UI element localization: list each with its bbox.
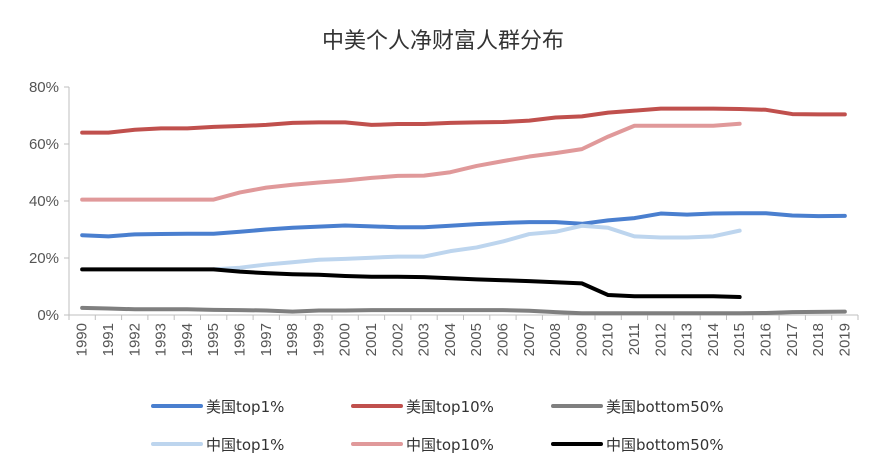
y-tick-label: 20%	[29, 250, 59, 267]
x-tick-label: 1999	[310, 323, 327, 356]
x-tick-label: 2012	[652, 323, 669, 356]
series-line-1	[80, 106, 847, 135]
y-tick-label: 60%	[29, 136, 59, 153]
x-tick-label: 2007	[521, 323, 538, 356]
x-tick-label: 1996	[231, 323, 248, 356]
x-tick-label: 2000	[337, 323, 354, 356]
series-line-2	[80, 305, 847, 316]
x-tick-label: 2011	[626, 323, 643, 355]
series-line-3	[211, 223, 742, 272]
x-tick-label: 2004	[442, 323, 459, 356]
x-tick-label: 2017	[784, 323, 801, 356]
x-tick-label: 1990	[74, 323, 91, 356]
series-lines	[80, 106, 847, 316]
legend-label: 美国top10%	[406, 398, 494, 416]
legend-item: 中国bottom50%	[551, 436, 724, 454]
chart-title: 中美个人净财富人群分布	[322, 29, 564, 54]
x-tick-label: 2015	[731, 323, 748, 356]
x-tick-label: 1994	[179, 323, 196, 356]
legend-item: 中国top1%	[151, 436, 284, 454]
x-tick-label: 1998	[284, 323, 301, 356]
x-tick-label: 2001	[363, 323, 380, 356]
x-tick-label: 2019	[836, 323, 853, 356]
x-tick-label: 1992	[126, 323, 143, 356]
x-tick-label: 1995	[205, 323, 222, 356]
legend-label: 美国bottom50%	[606, 398, 724, 416]
x-tick-label: 1993	[153, 323, 170, 356]
x-tick-label: 1997	[258, 323, 275, 356]
x-tick-label: 1991	[100, 323, 117, 356]
series-line-0	[80, 211, 847, 239]
legend-label: 中国top10%	[406, 436, 494, 454]
y-tick-label: 0%	[37, 307, 59, 324]
series-line-4	[80, 121, 742, 202]
x-tick-label: 2016	[757, 323, 774, 356]
legend: 美国top1% 美国top10% 美国bottom50% 中国top1% 中国top10…	[151, 398, 724, 454]
legend-label: 中国bottom50%	[606, 436, 724, 454]
series-line-5	[80, 267, 742, 300]
x-tick-label: 2010	[600, 323, 617, 356]
x-tick-label: 2008	[547, 323, 564, 356]
x-tick-label: 2013	[679, 323, 696, 356]
x-tick-label: 2003	[416, 323, 433, 356]
legend-label: 美国top1%	[206, 398, 284, 416]
legend-label: 中国top1%	[206, 436, 284, 454]
legend-item: 中国top10%	[351, 436, 494, 454]
x-tick-label: 2018	[810, 323, 827, 356]
x-tick-label: 2009	[573, 323, 590, 356]
x-tick-label: 2006	[494, 323, 511, 356]
x-tick-label: 2002	[389, 323, 406, 356]
x-tick-label: 2014	[705, 323, 722, 356]
y-tick-label: 40%	[29, 193, 59, 210]
x-tick-label: 2005	[468, 323, 485, 356]
legend-item: 美国bottom50%	[551, 398, 724, 416]
legend-item: 美国top10%	[351, 398, 494, 416]
legend-item: 美国top1%	[151, 398, 284, 416]
y-tick-label: 80%	[29, 79, 59, 96]
axes: 0% 20% 40% 60% 80% 1990 1991 1992 1993 1994 1995 19…	[29, 79, 859, 356]
